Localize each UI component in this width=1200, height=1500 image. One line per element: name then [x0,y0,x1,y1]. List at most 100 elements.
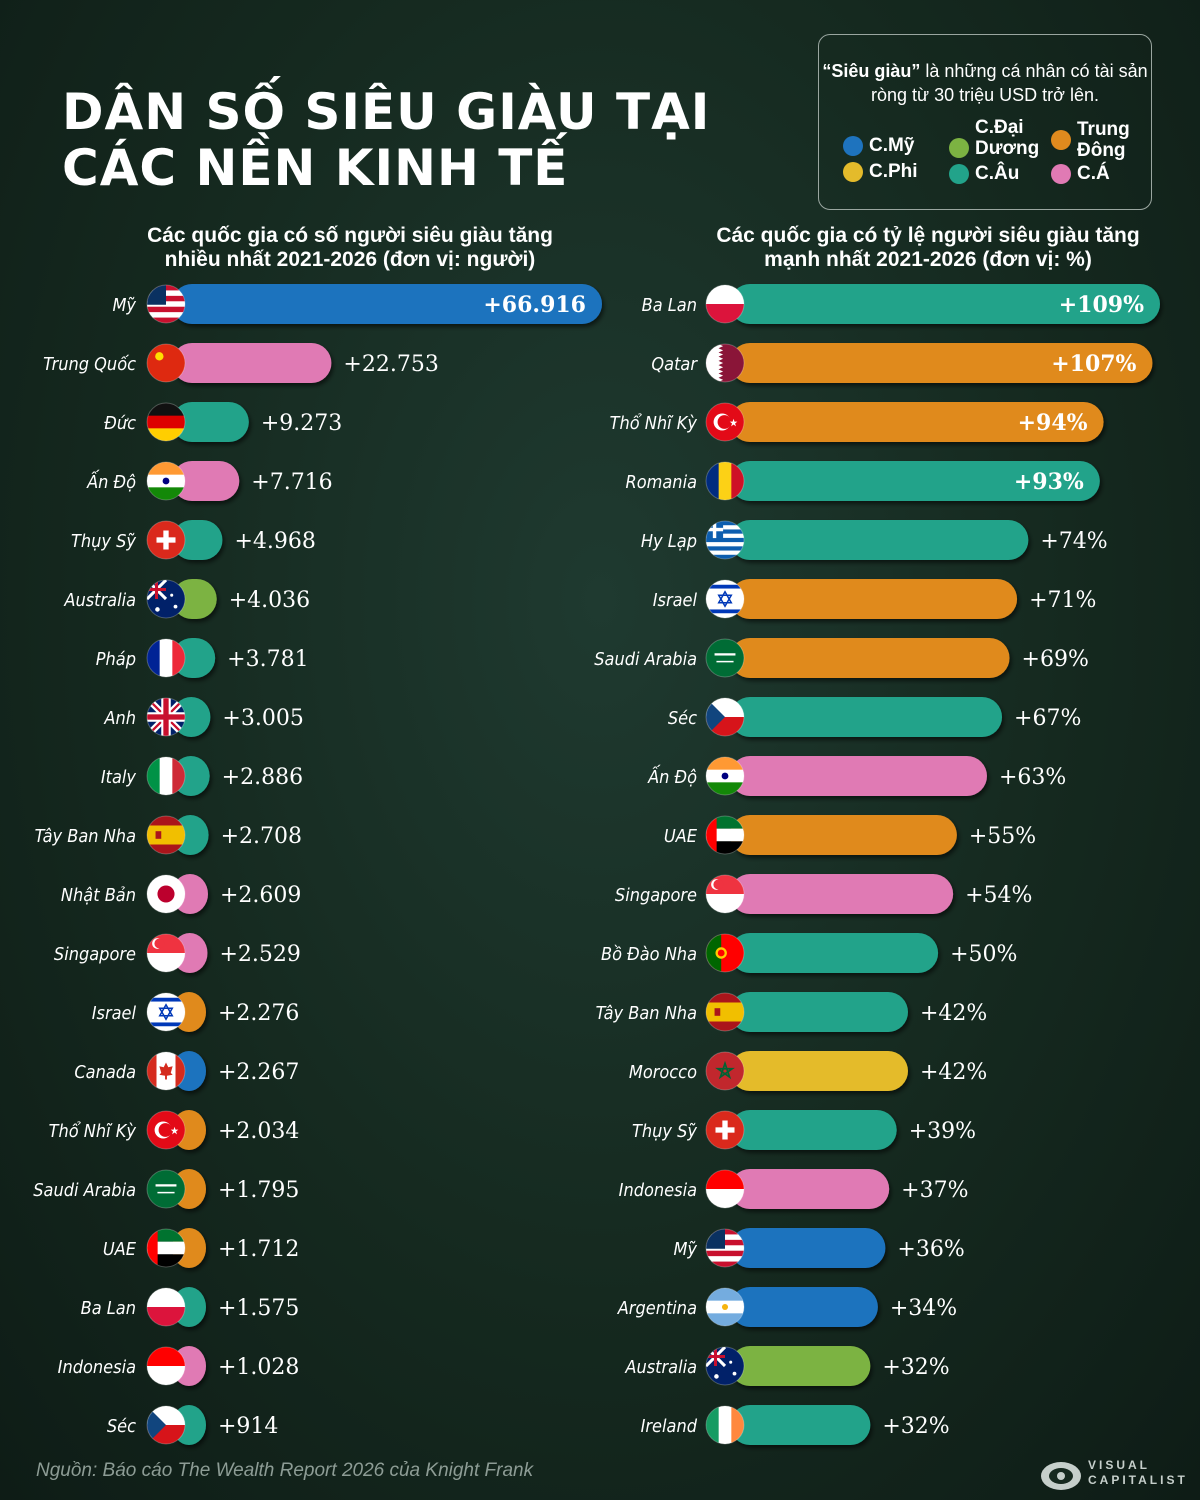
legend-dot-asia [1051,163,1071,184]
page-title: DÂN SỐ SIÊU GIÀU TẠI CÁC NỀN KINH TẾ [62,83,711,197]
qa-flag-icon [705,343,745,383]
left-row-14: Thổ Nhĩ Kỳ +2.034 [49,1110,299,1150]
right-value-label-17: +34% [890,1296,957,1321]
right-country-label-9: UAE [664,826,698,847]
legend-item-africa: C.Phi [843,161,918,182]
fr-flag-icon [146,638,186,678]
right-row-19: Ireland +32% [641,1405,950,1445]
right-bar-12 [730,992,908,1032]
sa-flag-icon [146,1169,186,1209]
right-value-label-15: +37% [901,1178,968,1203]
legend-label-europe: C.Âu [975,163,1020,184]
legend-note-text: là những cá nhân có tài sản ròng từ 30 t… [871,61,1148,105]
right-value-label-1: +107% [1051,351,1136,377]
right-row-8: Ấn Độ +63% [647,756,1066,796]
right-country-label-13: Morocco [629,1062,697,1083]
right-row-10: Singapore +54% [615,874,1032,914]
left-value-label-7: +3.005 [222,706,303,731]
right-value-label-11: +50% [950,942,1017,967]
right-value-label-16: +36% [897,1237,964,1262]
right-value-label-13: +42% [920,1060,987,1085]
id-flag-icon [705,1169,745,1209]
left-value-label-11: +2.529 [219,942,300,967]
right-value-label-14: +39% [909,1119,976,1144]
right-row-0: Ba Lan +109% [642,284,1160,324]
right-bar-2 [730,402,1104,442]
right-country-label-2: Thổ Nhĩ Kỳ [610,413,698,434]
legend-dot-oceania [949,138,969,158]
legend-item-oceania: C.Đại Dương [949,117,1039,159]
left-country-label-15: Saudi Arabia [33,1180,136,1201]
left-row-16: UAE +1.712 [103,1228,299,1268]
ma-flag-icon [705,1051,745,1091]
legend-dot-middle-east [1051,130,1071,150]
right-bar-3 [730,461,1100,501]
right-bar-17 [730,1287,878,1327]
legend-dot-europe [949,163,969,184]
right-row-12: Tây Ban Nha +42% [596,992,987,1032]
right-country-label-16: Mỹ [673,1239,697,1260]
right-row-2: Thổ Nhĩ Kỳ +94% [610,402,1104,442]
right-country-label-1: Qatar [651,354,698,375]
left-country-label-9: Tây Ban Nha [35,826,136,847]
left-bar-2 [172,402,249,442]
left-bar-6 [172,638,216,678]
left-value-label-2: +9.273 [261,411,342,436]
right-value-label-19: +32% [882,1414,949,1439]
left-country-label-0: Mỹ [112,295,136,316]
il-flag-icon [146,992,186,1032]
us-flag-icon [705,1228,745,1268]
left-value-label-17: +1.575 [218,1296,299,1321]
legend-label-oceania: C.Đại Dương [975,117,1040,159]
right-country-label-6: Saudi Arabia [594,649,697,670]
left-row-3: Ấn Độ +7.716 [86,461,333,501]
ch-flag-icon [705,1110,745,1150]
right-value-label-0: +109% [1059,292,1144,318]
left-value-label-16: +1.712 [218,1237,299,1262]
right-value-label-10: +54% [965,883,1032,908]
in-flag-icon [146,461,186,501]
it-flag-icon [146,756,186,796]
sg-flag-icon [705,874,745,914]
left-bar-4 [172,520,223,560]
visual-capitalist-logo: VISUAL CAPITALIST [1038,1452,1188,1496]
right-bar-5 [730,579,1018,619]
pl-flag-icon [705,284,745,324]
left-value-label-19: +914 [218,1414,278,1439]
right-bar-8 [730,756,987,796]
right-row-17: Argentina +34% [617,1287,957,1327]
logo-line-2: CAPITALIST [1088,1473,1188,1487]
cz-flag-icon [146,1405,186,1445]
right-row-3: Romania +93% [625,461,1100,501]
au-flag-icon [146,579,186,619]
right-bar-14 [730,1110,897,1150]
right-chart-title: Các quốc gia có tỷ lệ người siêu giàu tă… [716,224,1140,271]
gr-flag-icon [705,520,745,560]
ro-flag-icon [705,461,745,501]
left-country-label-2: Đức [104,413,136,434]
left-chart-title: Các quốc gia có số người siêu giàu tăng … [147,224,553,271]
left-value-label-0: +66.916 [483,292,586,318]
left-country-label-14: Thổ Nhĩ Kỳ [49,1121,137,1142]
legend-item-middle-east: Trung Đông [1051,119,1130,161]
right-bar-7 [730,697,1003,737]
right-row-4: Hy Lạp +74% [641,520,1108,560]
left-value-label-12: +2.276 [218,1001,299,1026]
right-value-label-4: +74% [1040,529,1107,554]
right-value-label-18: +32% [882,1355,949,1380]
left-value-label-10: +2.609 [220,883,301,908]
left-row-4: Thụy Sỹ +4.968 [71,520,316,560]
right-row-7: Séc +67% [668,697,1081,737]
id-flag-icon [146,1346,186,1386]
left-value-label-5: +4.036 [229,588,310,613]
left-value-label-18: +1.028 [218,1355,299,1380]
left-value-label-9: +2.708 [221,824,302,849]
ar-flag-icon [705,1287,745,1327]
legend-box: “Siêu giàu” là những cá nhân có tài sản … [818,34,1152,210]
left-bar-0 [172,284,602,324]
left-value-label-14: +2.034 [218,1119,299,1144]
il-flag-icon [705,579,745,619]
left-value-label-4: +4.968 [234,529,315,554]
left-country-label-11: Singapore [54,944,136,965]
